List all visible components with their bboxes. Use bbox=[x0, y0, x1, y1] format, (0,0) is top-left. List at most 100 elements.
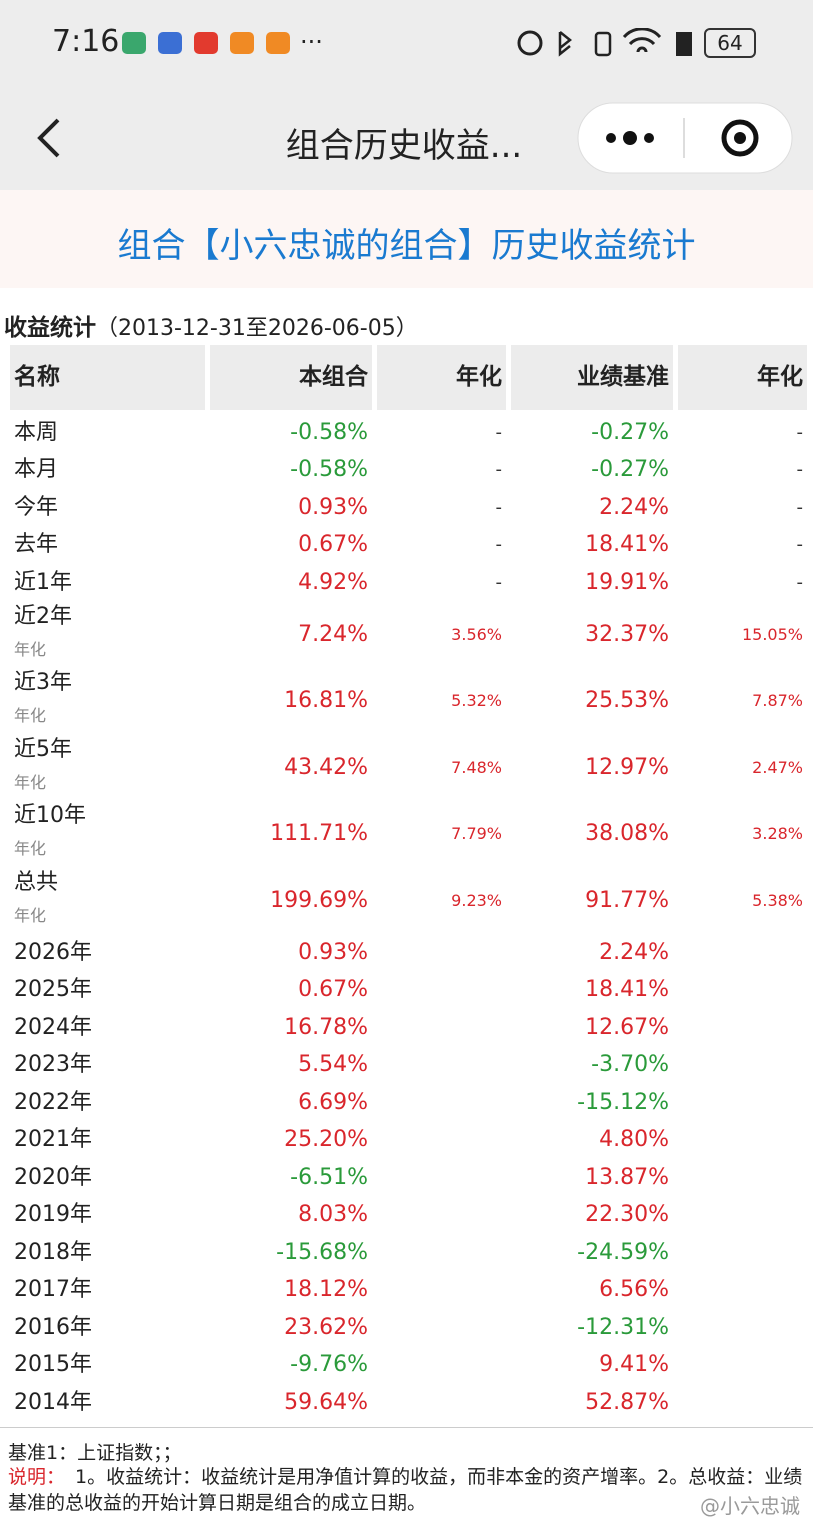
row-name: 近10年 bbox=[14, 803, 86, 828]
cell-benchmark-annual: - bbox=[796, 496, 804, 518]
cell-benchmark-annual: - bbox=[796, 459, 804, 481]
row-name: 2023年 bbox=[14, 1052, 92, 1078]
cell-annual: 7.79% bbox=[451, 824, 502, 844]
cell-benchmark: 18.41% bbox=[585, 977, 669, 1003]
footer-note: 说明： 1。收益统计：收益统计是用净值计算的收益，而非本金的资产增率。2。总收益：… bbox=[8, 1464, 808, 1516]
row-name: 2021年 bbox=[14, 1127, 92, 1153]
banner-title: 组合【小六忠诚的组合】历史收益统计 bbox=[117, 226, 696, 266]
cell-benchmark: -24.59% bbox=[577, 1239, 669, 1265]
cell-portfolio: 0.67% bbox=[298, 532, 368, 558]
banner: 组合【小六忠诚的组合】历史收益统计 bbox=[0, 190, 813, 288]
row-name: 近3年 bbox=[14, 670, 72, 695]
cell-benchmark: -0.27% bbox=[591, 457, 669, 483]
cell-portfolio: 4.92% bbox=[298, 569, 368, 595]
row-name: 2019年 bbox=[14, 1202, 92, 1228]
cell-portfolio: 18.12% bbox=[284, 1277, 368, 1303]
cell-portfolio: 0.93% bbox=[298, 939, 368, 965]
nav-title-text: 组合历史收益... bbox=[285, 126, 523, 166]
cell-portfolio: 7.24% bbox=[298, 621, 368, 647]
cell-benchmark: 91.77% bbox=[585, 887, 669, 913]
cell-benchmark: 22.30% bbox=[585, 1202, 669, 1228]
cell-benchmark-annual: - bbox=[796, 571, 804, 593]
benchmark-note: 基准1：上证指数；； bbox=[8, 1442, 182, 1464]
footer-label: 说明： bbox=[8, 1466, 66, 1488]
section-range: （2013-12-31至2026-06-05） bbox=[96, 316, 418, 341]
header: 7:16 ··· 64 组合历史收益... bbox=[0, 0, 813, 190]
cell-benchmark-annual: - bbox=[796, 421, 804, 443]
row-note: 年化 bbox=[14, 839, 47, 858]
section-header: 收益统计（2013-12-31至2026-06-05） bbox=[4, 308, 418, 342]
cell-benchmark: -3.70% bbox=[591, 1052, 669, 1078]
row-name: 2025年 bbox=[14, 977, 92, 1003]
row-name: 2015年 bbox=[14, 1352, 92, 1378]
cell-portfolio: 0.67% bbox=[298, 977, 368, 1003]
cell-benchmark: -15.12% bbox=[577, 1089, 669, 1115]
cell-annual: 7.48% bbox=[451, 757, 502, 777]
cell-portfolio: 6.69% bbox=[298, 1089, 368, 1115]
cell-benchmark: -0.27% bbox=[591, 419, 669, 445]
cell-benchmark: 12.67% bbox=[585, 1014, 669, 1040]
column-header: 年化 bbox=[377, 345, 506, 410]
cell-benchmark: 9.41% bbox=[599, 1352, 669, 1378]
capsule[interactable] bbox=[577, 102, 793, 174]
cell-benchmark-annual: 5.38% bbox=[752, 890, 803, 910]
row-name: 2014年 bbox=[14, 1389, 92, 1415]
row-name: 本月 bbox=[14, 457, 59, 483]
cell-benchmark: 4.80% bbox=[599, 1127, 669, 1153]
cell-benchmark: 2.24% bbox=[599, 939, 669, 965]
cell-portfolio: -15.68% bbox=[276, 1239, 368, 1265]
cell-portfolio: 23.62% bbox=[284, 1314, 368, 1340]
cell-benchmark: 38.08% bbox=[585, 821, 669, 847]
row-name: 2017年 bbox=[14, 1277, 92, 1303]
cell-annual: 5.32% bbox=[451, 691, 502, 711]
cell-portfolio: -0.58% bbox=[290, 457, 368, 483]
cell-annual: - bbox=[495, 571, 503, 593]
cell-benchmark-annual: 15.05% bbox=[741, 624, 803, 644]
footer-text: 1。收益统计：收益统计是用净值计算的收益，而非本金的资产增率。2。总收益：业绩基… bbox=[8, 1466, 803, 1514]
cell-portfolio: -6.51% bbox=[290, 1164, 368, 1190]
row-note: 年化 bbox=[14, 772, 47, 792]
row-name: 今年 bbox=[14, 494, 59, 520]
cell-portfolio: -9.76% bbox=[290, 1352, 368, 1378]
cell-benchmark-annual: 3.28% bbox=[752, 824, 803, 844]
cell-benchmark: 18.41% bbox=[585, 532, 669, 558]
cell-portfolio: 16.81% bbox=[284, 688, 368, 714]
cell-portfolio: 25.20% bbox=[284, 1127, 368, 1153]
row-name: 2024年 bbox=[14, 1014, 92, 1040]
cell-portfolio: 111.71% bbox=[270, 821, 368, 847]
cell-benchmark: 52.87% bbox=[585, 1389, 669, 1415]
row-name: 2016年 bbox=[14, 1314, 92, 1340]
column-header: 年化 bbox=[678, 345, 807, 410]
cell-annual: - bbox=[495, 421, 503, 443]
row-name: 2018年 bbox=[14, 1239, 92, 1265]
row-note: 年化 bbox=[14, 905, 47, 925]
row-name: 总共 bbox=[14, 869, 59, 895]
cell-benchmark: 13.87% bbox=[585, 1164, 669, 1190]
nav-title: 组合历史收益... bbox=[0, 118, 813, 167]
section-title: 收益统计 bbox=[4, 315, 96, 341]
row-note: 年化 bbox=[14, 706, 47, 725]
cell-annual: - bbox=[495, 496, 503, 518]
more-indicator: ··· bbox=[300, 28, 323, 56]
cell-annual: - bbox=[495, 534, 503, 556]
row-note: 年化 bbox=[14, 639, 47, 659]
cell-annual: 9.23% bbox=[451, 890, 502, 910]
divider bbox=[0, 1427, 813, 1428]
cell-benchmark-annual: - bbox=[796, 534, 804, 556]
back-button[interactable] bbox=[34, 116, 64, 160]
row-name: 去年 bbox=[14, 532, 59, 558]
cell-portfolio: -0.58% bbox=[290, 419, 368, 445]
cell-annual: - bbox=[495, 459, 503, 481]
cell-portfolio: 0.93% bbox=[298, 494, 368, 520]
row-name: 近2年 bbox=[14, 603, 72, 629]
watermark: @小六忠诚 bbox=[700, 1494, 800, 1518]
cell-portfolio: 199.69% bbox=[270, 887, 368, 913]
cell-portfolio: 59.64% bbox=[284, 1389, 368, 1415]
cell-benchmark: -12.31% bbox=[577, 1314, 669, 1340]
cell-benchmark-annual: 2.47% bbox=[752, 757, 803, 777]
cell-benchmark: 2.24% bbox=[599, 494, 669, 520]
cell-benchmark: 6.56% bbox=[599, 1277, 669, 1303]
cell-portfolio: 43.42% bbox=[284, 754, 368, 780]
cell-portfolio: 16.78% bbox=[284, 1014, 368, 1040]
